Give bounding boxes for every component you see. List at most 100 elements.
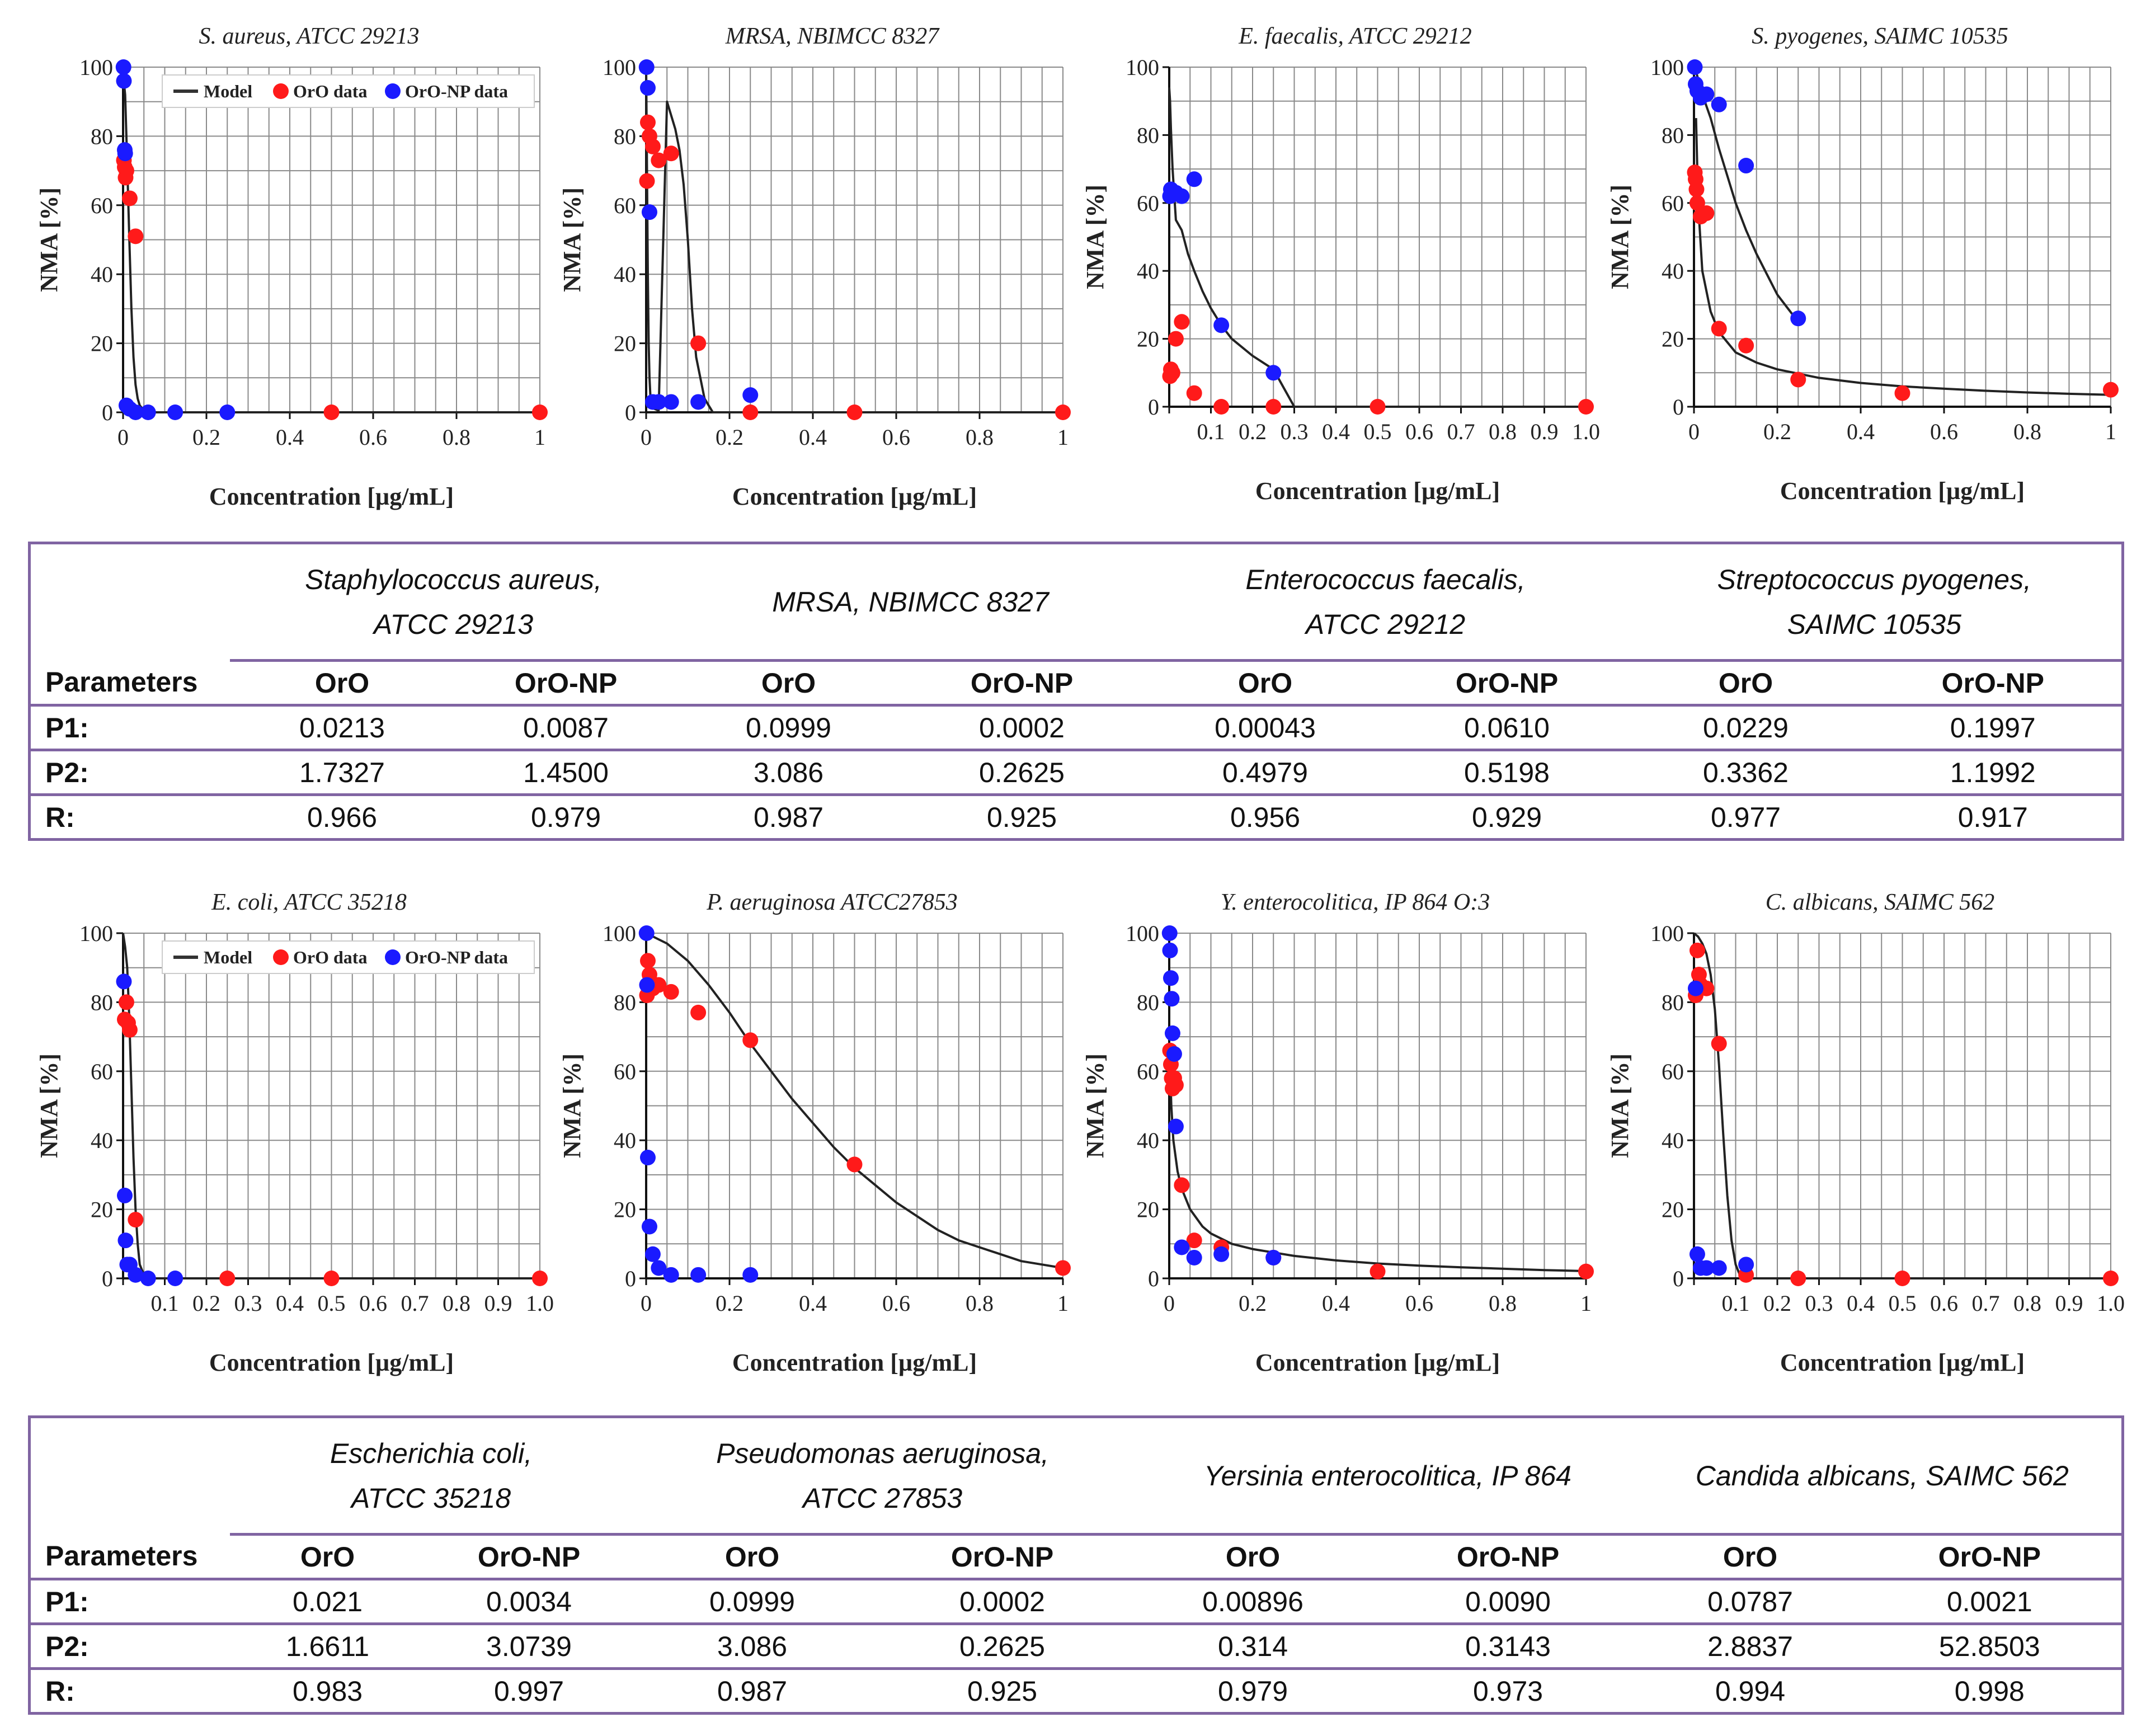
series-oro-data-point xyxy=(1578,1263,1594,1279)
x-tick-label: 0.4 xyxy=(1847,1291,1875,1316)
x-tick-label: 1.0 xyxy=(526,1291,554,1316)
legend-label: Model xyxy=(204,947,252,967)
series-oro-np-data-point xyxy=(1711,1260,1727,1276)
x-tick-label: 0.2 xyxy=(1763,1291,1791,1316)
y-tick-label: 60 xyxy=(1137,191,1159,216)
table-cell: 0.966 xyxy=(229,793,455,840)
y-tick-label: 100 xyxy=(603,55,636,80)
y-tick-label: 0 xyxy=(625,400,636,425)
series-oro-data-point xyxy=(742,1032,759,1048)
series-model-curve xyxy=(1169,1064,1587,1272)
table-cell: 0.0229 xyxy=(1627,704,1865,750)
series-oro-np-data-point xyxy=(663,1267,679,1283)
series-oro-np-data-point xyxy=(115,59,131,75)
x-tick-label: 0.3 xyxy=(1281,419,1309,444)
series-oro-np-data-point xyxy=(690,1267,707,1283)
y-tick-label: 80 xyxy=(614,124,636,149)
y-axis-label: NMA [%] xyxy=(558,187,586,292)
series-oro-np-data-point xyxy=(117,1232,134,1249)
y-tick-label: 60 xyxy=(91,1059,113,1084)
y-tick-label: 100 xyxy=(1126,55,1159,80)
y-tick-label: 80 xyxy=(1137,123,1159,148)
y-tick-label: 20 xyxy=(1662,327,1684,352)
y-tick-label: 40 xyxy=(1662,1128,1684,1153)
table-cell: 3.0739 xyxy=(425,1622,633,1669)
x-tick-label: 1 xyxy=(1580,1291,1592,1316)
series-oro-data-point xyxy=(1164,365,1180,381)
x-tick-label: 0 xyxy=(117,425,129,450)
series-oro-np-data-point xyxy=(117,145,133,162)
series-oro-np-data-point xyxy=(1698,1260,1715,1276)
chart-mrsa: 0 20 40 60 80 100 0 0.2 0.4 0.6 0.8 1 MRSA, NBIMCC 8… xyxy=(558,23,1071,510)
series-oro-data-point xyxy=(742,404,759,420)
series-oro-data-point xyxy=(1698,205,1715,222)
series-oro-data-point xyxy=(639,953,656,969)
chart-title: S. aureus, ATCC 29213 xyxy=(199,23,420,49)
y-axis-label: NMA [%] xyxy=(1606,185,1634,289)
series-oro-np-data-point xyxy=(1265,365,1282,381)
x-tick-label: 1 xyxy=(534,425,545,450)
x-tick-label: 0.8 xyxy=(443,1291,470,1316)
grid xyxy=(1693,933,2111,1279)
x-tick-label: 0.6 xyxy=(1405,1291,1433,1316)
organism-header: MRSA, NBIMCC 8327 xyxy=(772,586,1049,618)
row-label: R: xyxy=(29,793,230,840)
y-tick-label: 40 xyxy=(91,1128,113,1153)
series-oro-data-point xyxy=(639,173,655,189)
y-tick-label: 20 xyxy=(91,331,113,356)
series-oro-data-point xyxy=(1711,1036,1727,1052)
series-oro-data-point xyxy=(323,404,340,420)
column-header: OrO-NP xyxy=(900,659,1144,705)
table-cell: 0.997 xyxy=(425,1667,633,1714)
chart-y-enterocolitica: 0 20 40 60 80 100 0 0.2 0.4 0.6 0.8 1 Y. enterocolit… xyxy=(1081,890,1594,1376)
y-tick-label: 0 xyxy=(102,400,113,425)
series-oro-data-point xyxy=(118,994,134,1010)
y-tick-label: 0 xyxy=(102,1266,113,1291)
table-cell: 0.925 xyxy=(900,793,1144,840)
series-oro-np-data-point xyxy=(128,404,144,420)
y-tick-label: 60 xyxy=(1137,1059,1159,1084)
series-oro-np-data-point xyxy=(140,404,156,420)
legend-oro-swatch xyxy=(273,949,289,965)
organism-header: Candida albicans, SAIMC 562 xyxy=(1695,1460,2069,1492)
series-oro-np-data-point xyxy=(1213,317,1230,333)
series-oro-data-point xyxy=(118,163,134,179)
organism-header: Staphylococcus aureus, ATCC 29213 xyxy=(305,563,602,640)
y-tick-label: 80 xyxy=(91,990,113,1015)
organism-header: Streptococcus pyogenes, SAIMC 10535 xyxy=(1717,563,2031,640)
table-cell: 0.0090 xyxy=(1373,1578,1643,1624)
x-tick-label: 0.8 xyxy=(2013,1291,2041,1316)
series-oro-data-point xyxy=(1055,404,1071,420)
x-tick-label: 0.9 xyxy=(484,1291,512,1316)
table-cell: 0.2625 xyxy=(900,749,1144,795)
y-axis-label: NMA [%] xyxy=(35,187,63,292)
table-cell: 0.314 xyxy=(1132,1622,1373,1669)
y-tick-label: 100 xyxy=(79,55,113,80)
series-oro-data-point xyxy=(2103,382,2119,398)
series-oro-data-point xyxy=(219,1271,236,1286)
chart-s-pyogenes: 0 20 40 60 80 100 0 0.2 0.4 0.6 0.8 1 S. pyogenes, S… xyxy=(1606,23,2119,505)
series-oro-data-point xyxy=(532,404,548,420)
chart-e-faecalis: 0 20 40 60 80 100 0.1 0.2 0.3 0.4 0.5 0.6 0.7 0.8 0.9 1… xyxy=(1081,23,1600,505)
series-oro-data-point xyxy=(1055,1260,1071,1276)
y-tick-label: 60 xyxy=(614,193,636,218)
series-oro-np-data-point xyxy=(1186,1249,1202,1265)
table-cell: 1.1992 xyxy=(1864,749,2123,795)
series-oro-np-data-point xyxy=(742,387,759,403)
organism-header: Yersinia enterocolitica, IP 864 xyxy=(1204,1460,1571,1492)
series-oro-data-point xyxy=(323,1271,340,1286)
series-oro-np-data-point xyxy=(1265,1249,1282,1265)
series-oro-np-data-point xyxy=(1161,925,1178,941)
row-label: P2: xyxy=(29,1622,230,1669)
x-tick-label: 1 xyxy=(1057,1291,1069,1316)
x-tick-label: 0.9 xyxy=(1531,419,1559,444)
y-tick-label: 40 xyxy=(1662,258,1684,284)
y-tick-label: 80 xyxy=(1662,990,1684,1015)
y-axis-label: NMA [%] xyxy=(558,1053,586,1158)
table-cell: 0.994 xyxy=(1643,1667,1858,1714)
y-tick-label: 0 xyxy=(1673,394,1684,420)
series-oro-np-data-point xyxy=(651,1260,667,1276)
column-header: OrO xyxy=(1627,659,1865,705)
series-oro-np-data-point xyxy=(641,204,657,220)
